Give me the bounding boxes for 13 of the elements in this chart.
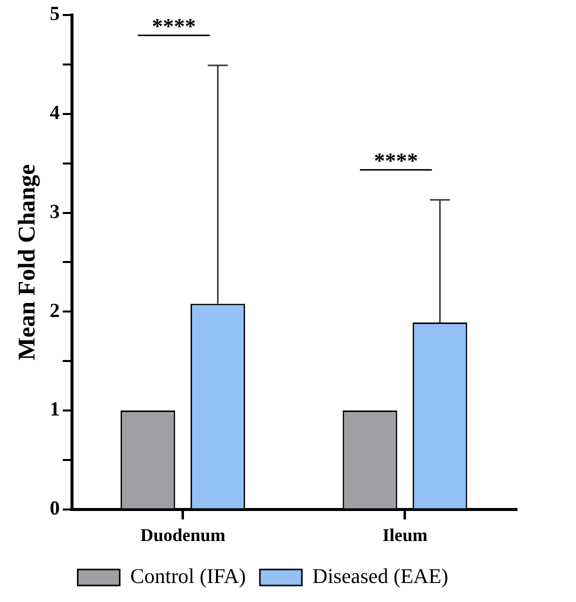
legend-label: Control (IFA) [130,564,246,588]
y-axis-title: Mean Fold Change [14,164,41,360]
y-tick-label: 0 [50,498,60,520]
annotation: **** [374,148,418,173]
y-tick-label: 1 [50,398,60,421]
x-tick-label: Duodenum [140,524,226,545]
y-tick-label: 5 [50,3,60,26]
y-tick-label: 4 [50,102,60,124]
x-tick-label: Ileum [382,524,428,545]
y-tick-label: 3 [50,200,60,223]
y-tick-label: 2 [50,300,60,322]
annotation: **** [152,13,196,38]
legend-label: Diseased (EAE) [312,564,448,588]
